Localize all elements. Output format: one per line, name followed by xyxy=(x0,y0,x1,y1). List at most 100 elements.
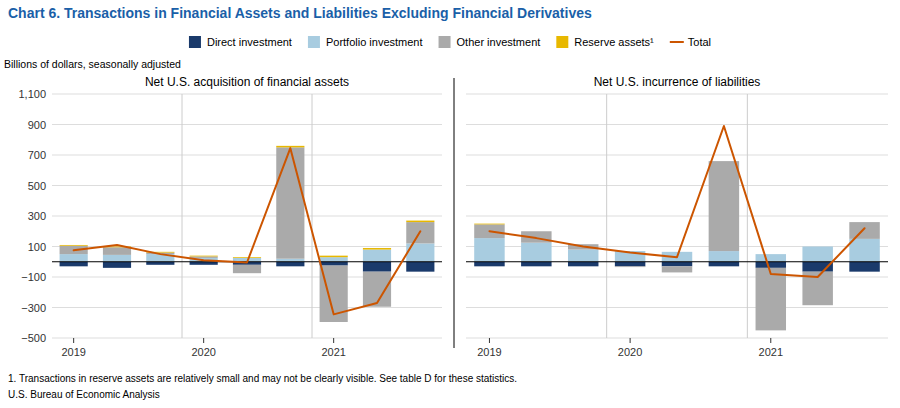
legend: Direct investmentPortfolio investmentOth… xyxy=(189,36,711,48)
y-tick-label: 300 xyxy=(28,210,46,222)
bar-segment: Reserve assets¹ xyxy=(233,257,261,259)
bar-segment: Direct investment xyxy=(363,262,391,272)
legend-swatch xyxy=(308,36,320,48)
bar-segment: Direct investment xyxy=(474,262,504,267)
y-tick-label: −100 xyxy=(21,271,46,283)
bar-segment: Reserve assets¹ xyxy=(60,244,88,246)
legend-swatch xyxy=(189,36,201,48)
bar-segment: Other investment xyxy=(849,222,879,239)
grid-line xyxy=(466,124,888,125)
grid-line xyxy=(466,338,888,339)
total-line: Total xyxy=(489,126,864,277)
chart: Chart 6. Transactions in Financial Asset… xyxy=(0,0,900,408)
grid-line xyxy=(52,216,442,217)
bar-segment: Reserve assets¹ xyxy=(802,246,832,247)
bar-segment: Reserve assets¹ xyxy=(363,248,391,250)
bar-segment: Portfolio investment xyxy=(849,239,879,262)
y-tick-label: −300 xyxy=(21,302,46,314)
footnote: 1. Transactions in reserve assets are re… xyxy=(8,373,517,384)
bar-segment: Portfolio investment xyxy=(474,238,504,262)
panel: Direct investmentPortfolio investmentOth… xyxy=(466,75,888,358)
bar-segment: Portfolio investment xyxy=(521,243,551,262)
x-tick-label: 2020 xyxy=(618,346,642,358)
y-tick-label: 500 xyxy=(28,180,46,192)
grid-line xyxy=(466,94,888,95)
x-tick-label: 2019 xyxy=(477,346,501,358)
group-separator xyxy=(312,94,313,338)
grid-line xyxy=(52,155,442,156)
x-tick-label: 2021 xyxy=(321,346,345,358)
x-tick xyxy=(489,338,490,343)
legend-label: Reserve assets¹ xyxy=(574,36,654,48)
bar-segment: Other investment xyxy=(709,161,739,251)
bar-segment: Reserve assets¹ xyxy=(190,255,218,257)
x-tick xyxy=(333,338,334,343)
bar-segment: Direct investment xyxy=(756,262,786,268)
bar-segment: Reserve assets¹ xyxy=(849,222,879,223)
bar-segment: Reserve assets¹ xyxy=(474,223,504,225)
bar-segment: Portfolio investment xyxy=(363,250,391,262)
bar-segment: Direct investment xyxy=(103,262,131,268)
x-tick xyxy=(203,338,204,343)
bar-segment: Reserve assets¹ xyxy=(662,251,692,252)
y-axis-label: Billions of dollars, seasonally adjusted xyxy=(4,58,181,70)
panel-divider xyxy=(454,78,455,348)
bar-segment: Portfolio investment xyxy=(103,255,131,262)
bar-segment: Other investment xyxy=(615,266,645,268)
bar-segment: Direct investment xyxy=(276,262,304,267)
panel-subtitle: Net U.S. incurrence of liabilities xyxy=(594,75,761,89)
x-tick xyxy=(630,338,631,343)
grid-line xyxy=(52,338,442,339)
zero-line xyxy=(466,261,888,262)
grid-line xyxy=(466,307,888,308)
marks: Direct investmentPortfolio investmentOth… xyxy=(52,146,442,322)
y-tick-label: 900 xyxy=(28,119,46,131)
bar-segment: Portfolio investment xyxy=(60,254,88,262)
bar-segment: Other investment xyxy=(103,247,131,255)
y-tick-label: −500 xyxy=(21,332,46,344)
bar-segment: Direct investment xyxy=(662,262,692,267)
bar-segment: Reserve assets¹ xyxy=(320,256,348,258)
grid-line xyxy=(52,307,442,308)
bar-segment: Reserve assets¹ xyxy=(521,231,551,232)
x-tick xyxy=(770,338,771,343)
legend-swatch xyxy=(439,36,451,48)
legend-label: Other investment xyxy=(457,36,541,48)
legend-swatch xyxy=(556,36,568,48)
x-tick xyxy=(73,338,74,343)
marks: Direct investmentPortfolio investmentOth… xyxy=(466,126,888,330)
title: Chart 6. Transactions in Financial Asset… xyxy=(8,5,592,21)
bar-segment: Direct investment xyxy=(568,262,598,267)
legend-label: Direct investment xyxy=(207,36,292,48)
bar-segment: Other investment xyxy=(756,268,786,331)
bar-segment: Portfolio investment xyxy=(709,251,739,262)
bar-segment: Portfolio investment xyxy=(568,250,598,262)
bar-segment: Other investment xyxy=(662,266,692,272)
bar-segment: Direct investment xyxy=(615,262,645,267)
grid-line xyxy=(466,216,888,217)
group-separator xyxy=(182,94,183,338)
x-tick-label: 2021 xyxy=(759,346,783,358)
bar-segment: Direct investment xyxy=(521,262,551,267)
bar-segment: Reserve assets¹ xyxy=(406,221,434,223)
grid-line xyxy=(52,94,442,95)
bar-segment: Other investment xyxy=(190,256,218,258)
bar-segment: Direct investment xyxy=(709,262,739,267)
bar-segment: Direct investment xyxy=(60,262,88,267)
x-tick-label: 2020 xyxy=(191,346,215,358)
group-separator xyxy=(747,94,748,338)
bar-segment: Other investment xyxy=(276,147,304,258)
grid-line xyxy=(466,155,888,156)
legend-label: Total xyxy=(688,36,711,48)
bar-segment: Portfolio investment xyxy=(802,247,832,262)
group-separator xyxy=(606,94,607,338)
legend-swatch xyxy=(670,41,684,43)
bar-segment: Portfolio investment xyxy=(756,254,786,262)
bar-segment: Other investment xyxy=(233,265,261,273)
y-tick-label: 1,100 xyxy=(18,88,46,100)
footnote: U.S. Bureau of Economic Analysis xyxy=(8,389,160,400)
y-tick-label: 700 xyxy=(28,149,46,161)
x-tick-label: 2019 xyxy=(61,346,85,358)
bar-segment: Portfolio investment xyxy=(320,257,348,262)
grid-line xyxy=(52,185,442,186)
